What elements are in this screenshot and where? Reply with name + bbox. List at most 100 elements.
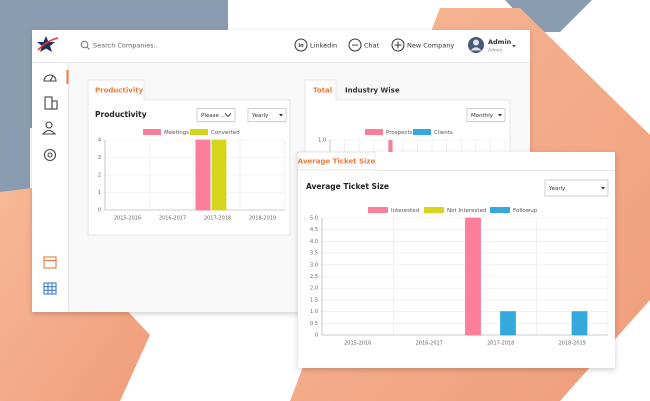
tab-label[interactable]: Total [313, 87, 332, 95]
company-icon [51, 100, 58, 110]
y-tick-label: 2.5 [310, 274, 318, 280]
bar [465, 217, 481, 336]
x-tick-label: 2018-2019 [559, 341, 586, 347]
tab[interactable] [297, 151, 376, 171]
legend-label: Meetings [164, 130, 189, 136]
y-tick-label: 0 [98, 208, 101, 214]
x-tick-label: 2017-2018 [204, 216, 231, 222]
user-role: Admin [488, 48, 502, 54]
nav-link[interactable]: Linkedin [310, 42, 337, 50]
ticket-card: Average Ticket Size Average Ticket Size Ye… [297, 151, 615, 368]
x-tick-label: 2017-2018 [487, 341, 514, 347]
select[interactable] [247, 108, 287, 122]
y-tick-label: 2 [98, 173, 101, 179]
y-tick-label: 2.0 [310, 286, 318, 292]
y-tick-label: 1.0 [310, 309, 318, 315]
legend-swatch [365, 129, 383, 135]
select-value: Monthly [471, 113, 494, 119]
y-tick-label: 0 [315, 333, 318, 339]
tab-label[interactable]: Industry Wise [345, 87, 400, 95]
legend-swatch [490, 207, 510, 213]
select-arrow [601, 187, 605, 190]
y-tick-label: 4 [98, 138, 101, 144]
tab-label[interactable]: Average Ticket Size [298, 158, 376, 166]
add-icon [391, 38, 405, 52]
linkedin-icon-text: in [298, 43, 304, 49]
legend-label: Interested [391, 208, 419, 214]
search-icon [80, 40, 89, 49]
bar [500, 311, 516, 336]
select[interactable] [544, 179, 609, 197]
select-value: Yearly [251, 113, 269, 119]
legend-label: Clients [434, 130, 453, 136]
settings-icon[interactable] [43, 148, 57, 162]
calendar-icon[interactable] [43, 256, 57, 269]
header: Search Companies.. in Linkedin Chat New Comp… [93, 38, 512, 54]
select[interactable] [196, 108, 236, 122]
chat-icon [348, 38, 362, 52]
y-tick-label: 3 [98, 155, 101, 161]
user-menu-arrow[interactable] [512, 45, 516, 48]
x-tick-label: 2015-2016 [114, 216, 141, 222]
x-tick-label: 2016-2017 [159, 216, 186, 222]
logo-swoosh [37, 37, 59, 51]
legend-swatch [143, 129, 161, 135]
avatar [470, 47, 482, 51]
legend-swatch [368, 207, 388, 213]
dashboard-icon[interactable] [43, 74, 57, 82]
linkedin-icon [294, 38, 308, 52]
select-arrow [224, 113, 232, 118]
x-tick-label: 2016-2017 [416, 341, 443, 347]
y-tick-label: 4.0 [310, 239, 318, 245]
select-value: Yearly [548, 186, 566, 192]
search-input[interactable]: Search Companies.. [93, 42, 158, 50]
bar [571, 311, 588, 336]
y-tick-label: 1 [98, 190, 101, 196]
bar [211, 139, 227, 211]
legend-label: Prospects [386, 130, 413, 136]
nav-link[interactable]: New Company [407, 42, 454, 50]
nav-link[interactable]: Chat [364, 42, 380, 50]
productivity-card: Productivity Productivity Please ... Yearly… [87, 79, 291, 236]
x-tick-label: 2018-2019 [249, 216, 276, 222]
bar [195, 139, 211, 211]
y-tick-label: 5.0 [310, 216, 318, 222]
y-tick-label: 3.5 [310, 251, 318, 257]
user-name[interactable]: Admin [488, 38, 512, 46]
tab-label[interactable]: Productivity [95, 87, 144, 95]
card-title: Average Ticket Size [306, 182, 389, 191]
y-tick-label: 4.5 [310, 227, 318, 233]
select-value: Please ... [201, 113, 226, 119]
legend-swatch [190, 129, 208, 135]
search-icon [86, 46, 90, 50]
chat-icon [352, 44, 354, 46]
select-arrow [279, 114, 283, 117]
card [87, 99, 291, 236]
contacts-icon[interactable] [45, 121, 53, 129]
legend-swatch [424, 207, 444, 213]
sidebar [41, 74, 58, 295]
y-tick-label: 1.0 [318, 138, 326, 144]
card-title: Productivity [95, 110, 147, 119]
chat-icon [356, 44, 358, 46]
add-icon [394, 41, 402, 49]
y-tick-label: 3.0 [310, 262, 318, 268]
contacts-icon [41, 129, 57, 135]
select[interactable] [466, 108, 506, 122]
avatar [473, 39, 479, 46]
dashboard-icon [49, 75, 54, 82]
x-tick-label: 2015-2016 [344, 341, 371, 347]
y-tick-label: 0.5 [310, 321, 318, 327]
settings-icon [47, 152, 53, 158]
legend-label: Not Interested [447, 208, 486, 214]
legend-label: Followup [513, 208, 538, 214]
y-tick-label: 1.5 [310, 297, 318, 303]
select-arrow [498, 114, 502, 117]
chat-icon [354, 44, 356, 46]
bg-shape [505, 0, 592, 32]
grid-icon[interactable] [43, 282, 57, 295]
legend-swatch [413, 129, 431, 135]
